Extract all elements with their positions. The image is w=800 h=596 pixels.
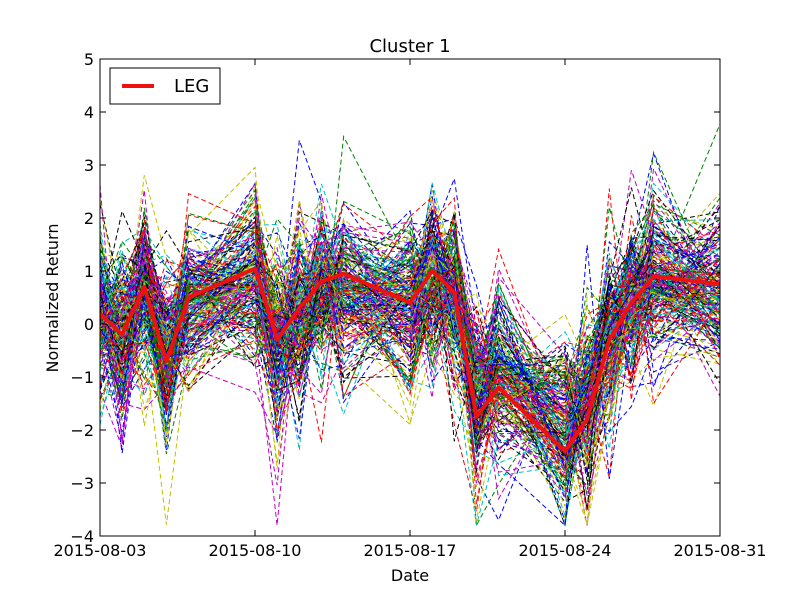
background-series-line	[100, 241, 720, 451]
background-series-line	[100, 259, 720, 507]
y-tick-label: 0	[84, 315, 94, 334]
background-series-line	[100, 200, 720, 526]
x-tick-label: 2015-08-31	[674, 541, 767, 560]
background-series-line	[100, 269, 720, 441]
background-series-line	[100, 223, 720, 442]
y-tick-label: −1	[70, 368, 94, 387]
background-series-line	[100, 215, 720, 451]
legend-label-leg: LEG	[174, 76, 209, 97]
background-series-line	[100, 209, 720, 481]
background-series-line	[100, 258, 720, 493]
background-series-line	[100, 193, 720, 443]
y-tick-label: 1	[84, 262, 94, 281]
x-axis-label: Date	[391, 566, 429, 585]
background-series-line	[100, 238, 720, 428]
background-series-line	[100, 207, 720, 451]
x-tick-label: 2015-08-17	[364, 541, 457, 560]
highlight-series-group	[100, 266, 720, 454]
x-tick-label: 2015-08-24	[519, 541, 612, 560]
background-series-line	[100, 251, 720, 411]
background-series-line	[100, 259, 720, 455]
y-tick-label: 5	[84, 50, 94, 69]
background-series-line	[100, 248, 720, 406]
y-tick-label: 4	[84, 103, 94, 122]
background-series-line	[100, 223, 720, 454]
background-series-line	[100, 247, 720, 487]
background-series-line	[100, 231, 720, 471]
background-series-line	[100, 252, 720, 438]
background-series-line	[100, 203, 720, 461]
background-series-line	[100, 236, 720, 501]
background-series-line	[100, 224, 720, 434]
background-series-line	[100, 236, 720, 402]
y-tick-label: 3	[84, 156, 94, 175]
background-series-line	[100, 235, 720, 392]
y-tick-label: −3	[70, 474, 94, 493]
chart-title: Cluster 1	[369, 36, 450, 57]
background-series-line	[100, 187, 720, 393]
y-axis-label: Normalized Return	[43, 224, 62, 373]
background-series-line	[100, 238, 720, 487]
background-series-line	[100, 188, 720, 505]
background-series-line	[100, 203, 720, 455]
background-series-line	[100, 236, 720, 471]
x-axis: 2015-08-03 2015-08-10 2015-08-17 2015-08-24…	[54, 59, 767, 560]
background-series-line	[100, 223, 720, 396]
leg-series-line	[100, 266, 720, 454]
background-series-line	[100, 250, 720, 521]
x-tick-label: 2015-08-03	[54, 541, 147, 560]
background-series-line	[100, 199, 720, 488]
background-series-line	[100, 252, 720, 438]
background-series-line	[100, 175, 720, 489]
y-tick-label: −2	[70, 421, 94, 440]
background-series-line	[100, 208, 720, 429]
background-series-line	[100, 239, 720, 406]
background-series-line	[100, 253, 720, 394]
x-tick-label: 2015-08-10	[209, 541, 302, 560]
background-series-line	[100, 181, 720, 418]
legend: LEG	[109, 67, 221, 105]
background-series-line	[100, 225, 720, 453]
background-series-line	[100, 221, 720, 473]
background-series-line	[100, 233, 720, 453]
y-axis: −4 −3 −2 −1 0 1 2 3 4 5	[70, 50, 720, 546]
y-tick-label: −4	[70, 527, 94, 546]
background-series-line	[100, 225, 720, 511]
background-series-line	[100, 225, 720, 432]
y-tick-label: 2	[84, 209, 94, 228]
background-series-line	[100, 228, 720, 443]
background-series-line	[100, 256, 720, 418]
background-series-line	[100, 134, 720, 440]
background-series-line	[100, 229, 720, 381]
background-series-line	[100, 236, 720, 465]
background-series-line	[100, 226, 720, 469]
plot-area	[99, 58, 721, 537]
background-series-line	[100, 209, 720, 470]
background-series-line	[100, 209, 720, 441]
